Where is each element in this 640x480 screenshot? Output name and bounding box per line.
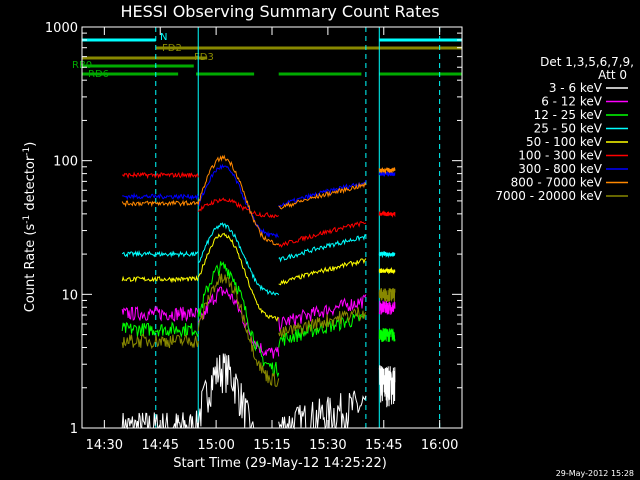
series-line-0 [121, 353, 396, 430]
legend-label-3: 25 - 50 keV [534, 122, 603, 136]
legend-label-4: 50 - 100 keV [526, 135, 603, 149]
x-tick-label-5: 15:45 [365, 438, 402, 453]
flag-label-4: RD6 [88, 69, 109, 80]
series-line-2 [121, 261, 396, 378]
legend-label-1: 6 - 12 keV [541, 95, 603, 109]
flag-label-1: FD2 [162, 43, 182, 54]
legend-label-8: 7000 - 20000 keV [495, 189, 602, 203]
legend-label-0: 3 - 6 keV [549, 81, 603, 95]
x-tick-label-6: 16:00 [421, 438, 458, 453]
legend-label-7: 800 - 7000 keV [511, 176, 603, 190]
vertical-markers [155, 27, 441, 428]
legend-label-5: 100 - 300 keV [518, 149, 602, 163]
x-axis-ticks: 14:30 14:45 15:00 15:15 15:30 15:45 16:00 [86, 27, 458, 453]
x-axis-label: Start Time (29-May-12 14:25:22) [173, 456, 387, 471]
legend-title-1: Det 1,3,5,6,7,9, [540, 55, 634, 69]
y-axis-label-main: Count Rate (s [23, 224, 38, 313]
y-axis-ticks: 1 10 100 1000 [45, 21, 462, 437]
series-line-7 [121, 154, 396, 246]
series-lines [121, 154, 396, 430]
legend-label-6: 300 - 800 keV [518, 162, 602, 176]
y-tick-label-2: 100 [53, 155, 78, 170]
x-tick-label-1: 14:45 [142, 438, 179, 453]
x-tick-label-2: 15:00 [197, 438, 234, 453]
y-tick-label-1: 10 [61, 288, 78, 303]
flag-label-2: FD3 [194, 52, 214, 63]
series-line-4 [121, 232, 396, 322]
series-line-8 [121, 273, 396, 388]
x-tick-label-4: 15:30 [309, 438, 346, 453]
y-axis-label-sup2: -1 [22, 147, 32, 156]
series-line-1 [121, 286, 396, 359]
footer-date: 29-May-2012 15:28 [556, 469, 634, 478]
series-line-6 [122, 163, 396, 239]
y-axis-label: Count Rate (s-1 detector-1) [22, 142, 38, 313]
y-axis-label-mid: detector [23, 155, 38, 215]
flag-label-0: N [160, 32, 167, 43]
y-axis-label-end: ) [23, 142, 38, 147]
x-tick-label-3: 15:15 [253, 438, 290, 453]
legend-label-2: 12 - 25 keV [534, 108, 603, 122]
x-tick-label-0: 14:30 [86, 438, 123, 453]
legend-title-2: Att 0 [598, 68, 627, 82]
series-line-3 [121, 222, 396, 296]
series-line-5 [121, 171, 396, 248]
chart-title: HESSI Observing Summary Count Rates [120, 2, 439, 21]
y-tick-label-0: 1 [70, 422, 78, 437]
y-axis-label-sup1: -1 [22, 215, 32, 224]
y-tick-label-3: 1000 [45, 21, 78, 36]
